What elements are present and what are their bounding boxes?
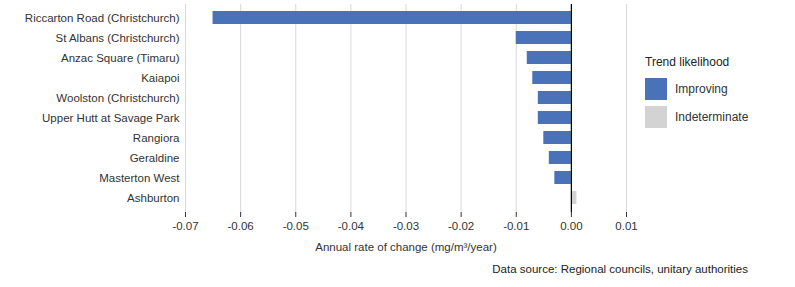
svg-text:-0.02: -0.02 (448, 220, 474, 232)
svg-text:-0.05: -0.05 (283, 220, 309, 232)
svg-text:0.01: 0.01 (615, 220, 637, 232)
svg-text:0.00: 0.00 (560, 220, 582, 232)
svg-text:Upper Hutt at Savage Park: Upper Hutt at Savage Park (42, 112, 180, 124)
html-text:Data source: Regional councils: Data source: Regional councils, unitary … (492, 263, 748, 275)
svg-text:-0.07: -0.07 (172, 220, 198, 232)
svg-text:-0.04: -0.04 (338, 220, 365, 232)
svg-text:Rangiora: Rangiora (133, 132, 180, 144)
svg-text:-0.01: -0.01 (503, 220, 529, 232)
svg-text:Riccarton Road (Christchurch): Riccarton Road (Christchurch) (25, 12, 180, 24)
svg-text:-0.06: -0.06 (228, 220, 254, 232)
html-text:Improving: Improving (675, 82, 728, 96)
svg-text:-0.03: -0.03 (393, 220, 419, 232)
svg-text:Kaiapoi: Kaiapoi (141, 72, 179, 84)
html-text:Indeterminate: Indeterminate (675, 110, 749, 124)
svg-text:Ashburton: Ashburton (127, 192, 179, 204)
svg-text:St Albans (Christchurch): St Albans (Christchurch) (56, 32, 180, 44)
svg-text:Annual rate of change (mg/m³/y: Annual rate of change (mg/m³/year) (315, 241, 497, 253)
html-text:Trend likelihood: Trend likelihood (645, 55, 730, 69)
svg-text:Geraldine: Geraldine (130, 152, 180, 164)
svg-text:Masterton West: Masterton West (99, 172, 180, 184)
svg-text:Woolston (Christchurch): Woolston (Christchurch) (56, 92, 179, 104)
svg-text:Anzac Square (Timaru): Anzac Square (Timaru) (61, 52, 180, 64)
